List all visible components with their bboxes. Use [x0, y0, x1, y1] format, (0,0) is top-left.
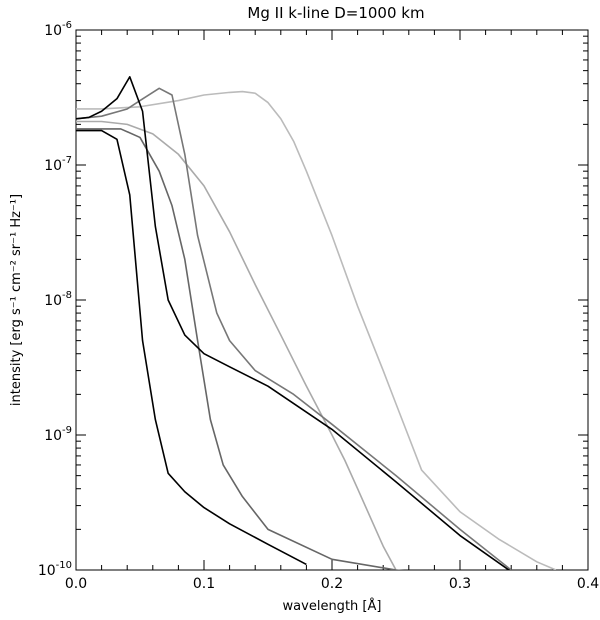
x-tick-label: 0.2	[321, 576, 343, 592]
chart-title: Mg II k-line D=1000 km	[247, 4, 424, 22]
axis-ticks	[75, 29, 589, 571]
series-lines	[76, 76, 557, 570]
x-tick-label: 0.3	[449, 576, 471, 592]
x-axis-label: wavelength [Å]	[283, 598, 382, 614]
y-tick-label: 10-8	[44, 290, 72, 309]
y-axis-label: intensity [erg s⁻¹ cm⁻² sr⁻¹ Hz⁻¹]	[9, 194, 24, 406]
series-line-2	[76, 76, 511, 570]
y-tick-label: 10-6	[44, 20, 72, 39]
x-tick-label: 0.4	[577, 576, 599, 592]
x-tick-label: 0.1	[193, 576, 215, 592]
axis-tick-labels: 0.0 0.1 0.2 0.3 0.4 10-10 10-9 10-8 10-7 10-6	[38, 20, 599, 592]
series-line-4	[76, 87, 512, 570]
plot-frame	[75, 29, 589, 571]
series-line-3	[76, 128, 405, 570]
series-line-5	[76, 120, 397, 570]
series-line-1	[76, 129, 307, 566]
y-tick-label: 10-9	[44, 425, 72, 444]
y-tick-label: 10-10	[38, 560, 72, 579]
series-line-6	[76, 90, 557, 570]
y-tick-label: 10-7	[44, 155, 72, 174]
x-tick-label: 0.0	[65, 576, 87, 592]
